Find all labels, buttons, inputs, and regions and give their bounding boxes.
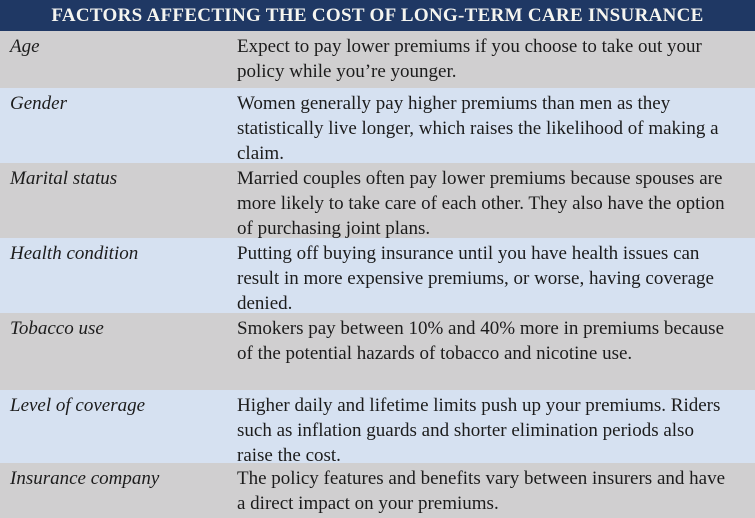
- table-row-gender: Gender Women generally pay higher premiu…: [0, 88, 755, 164]
- factor-label: Age: [10, 36, 40, 57]
- table-row-insurance-company: Insurance company The policy features an…: [0, 463, 755, 518]
- factor-description: Expect to pay lower premiums if you choo…: [237, 36, 702, 82]
- factor-label: Insurance company: [10, 468, 160, 489]
- factor-description: Married couples often pay lower premiums…: [237, 168, 725, 239]
- table-title: FACTORS AFFECTING THE COST OF LONG-TERM …: [0, 0, 755, 31]
- factor-description: Putting off buying insurance until you h…: [237, 243, 714, 314]
- factor-description: Smokers pay between 10% and 40% more in …: [237, 318, 725, 364]
- table-row-tobacco-use: Tobacco use Smokers pay between 10% and …: [0, 313, 755, 390]
- factor-label: Gender: [10, 93, 67, 114]
- table-row-age: Age Expect to pay lower premiums if you …: [0, 31, 755, 88]
- factor-label: Health condition: [10, 243, 139, 264]
- factor-description: Higher daily and lifetime limits push up…: [237, 395, 721, 466]
- factor-label: Marital status: [10, 168, 118, 189]
- factor-label: Tobacco use: [10, 318, 104, 339]
- factor-label: Level of coverage: [10, 395, 146, 416]
- table-row-level-of-coverage: Level of coverage Higher daily and lifet…: [0, 390, 755, 466]
- factor-description: The policy features and benefits vary be…: [237, 468, 725, 514]
- table-row-marital-status: Marital status Married couples often pay…: [0, 163, 755, 239]
- factor-description: Women generally pay higher premiums than…: [237, 93, 719, 164]
- table-row-health-condition: Health condition Putting off buying insu…: [0, 238, 755, 314]
